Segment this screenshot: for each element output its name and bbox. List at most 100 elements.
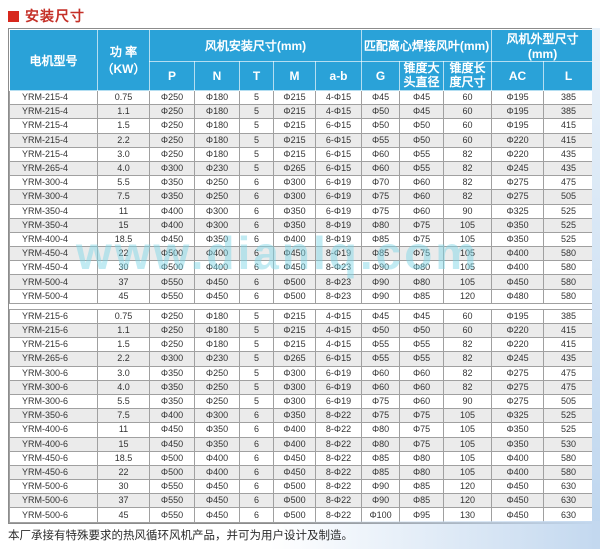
header-sub-row: P N T M a-b G 锥度大 头直径 锥度长 度尺寸 AC L xyxy=(10,61,595,91)
col-header-cone-big-dia: 锥度大 头直径 xyxy=(399,61,445,91)
cell-power: 1.5 xyxy=(97,337,150,353)
cell-p: Φ250 xyxy=(149,322,195,339)
cell-n: Φ250 xyxy=(194,393,240,410)
cell-ac: Φ220 xyxy=(491,322,545,339)
cell-m: Φ215 xyxy=(273,146,316,162)
cell-t: 6 xyxy=(239,450,274,466)
table-row: YRM-350-4 11 Φ400 Φ300 6 Φ350 6-Φ19 Φ75 Φ60 90 Φ32… xyxy=(9,203,595,219)
cell-a-b: 4-Φ15 xyxy=(314,337,363,353)
cell-cone-big-dia: Φ50 xyxy=(399,118,445,134)
cell-a-b: 8-Φ22 xyxy=(314,450,363,466)
cell-ac: Φ220 xyxy=(491,132,545,148)
cell-power: 0.75 xyxy=(97,308,150,325)
cell-t: 6 xyxy=(239,260,274,276)
table-row: YRM-350-4 15 Φ400 Φ300 6 Φ350 8-Φ19 Φ80 Φ75 105 Φ3… xyxy=(9,217,595,233)
cell-p: Φ550 xyxy=(149,507,195,523)
table-row: YRM-450-6 22 Φ500 Φ400 6 Φ450 8-Φ22 Φ85 Φ80 105 Φ4… xyxy=(9,464,595,481)
cell-a-b: 6-Φ19 xyxy=(314,365,363,381)
cell-ac: Φ450 xyxy=(491,274,545,290)
cell-g: Φ90 xyxy=(361,479,401,495)
cell-l: 415 xyxy=(543,132,595,148)
cell-m: Φ450 xyxy=(273,464,316,481)
cell-cone-length: 120 xyxy=(443,479,493,495)
cell-model: YRM-500-6 xyxy=(9,479,98,495)
cell-p: Φ550 xyxy=(149,274,195,290)
col-header-l: L xyxy=(543,61,595,91)
cell-cone-big-dia: Φ85 xyxy=(399,493,445,509)
cell-p: Φ400 xyxy=(149,203,195,219)
cell-m: Φ500 xyxy=(273,479,316,495)
cell-p: Φ450 xyxy=(149,231,195,248)
cell-model: YRM-500-6 xyxy=(9,507,98,523)
cell-l: 530 xyxy=(543,436,595,452)
cell-a-b: 8-Φ22 xyxy=(314,493,363,509)
cell-model: YRM-400-4 xyxy=(9,231,98,248)
cell-model: YRM-450-6 xyxy=(9,450,98,466)
cell-ac: Φ400 xyxy=(491,260,545,276)
cell-ac: Φ350 xyxy=(491,436,545,452)
cell-m: Φ450 xyxy=(273,246,316,262)
cell-ac: Φ275 xyxy=(491,175,545,191)
cell-power: 11 xyxy=(97,422,150,438)
cell-model: YRM-300-6 xyxy=(9,379,98,395)
cell-power: 2.2 xyxy=(97,351,150,367)
spec-table: 电机型号 功 率 （KW） 风机安装尺寸(mm) 匹配离心焊接风叶(mm) 风机… xyxy=(9,29,595,523)
cell-m: Φ215 xyxy=(273,308,316,325)
table-row: YRM-500-4 45 Φ550 Φ450 6 Φ500 8-Φ23 Φ90 Φ85 120 Φ4… xyxy=(9,288,595,304)
table-row: YRM-450-4 22 Φ500 Φ400 6 Φ450 8-Φ19 Φ85 Φ75 105 Φ4… xyxy=(9,246,595,262)
cell-g: Φ85 xyxy=(361,246,401,262)
cell-m: Φ215 xyxy=(273,118,316,134)
cell-l: 385 xyxy=(543,89,595,106)
cell-cone-length: 60 xyxy=(443,322,493,339)
section-title: 安装尺寸 xyxy=(8,6,85,26)
cell-power: 2.2 xyxy=(97,132,150,148)
cell-a-b: 6-Φ15 xyxy=(314,132,363,148)
cell-n: Φ350 xyxy=(194,422,240,438)
cell-ac: Φ220 xyxy=(491,146,545,162)
cell-l: 435 xyxy=(543,160,595,177)
cell-m: Φ450 xyxy=(273,260,316,276)
col-header-n: N xyxy=(194,61,240,91)
cell-t: 5 xyxy=(239,146,274,162)
cell-l: 415 xyxy=(543,118,595,134)
cell-a-b: 8-Φ23 xyxy=(314,288,363,304)
cell-cone-length: 90 xyxy=(443,203,493,219)
cell-cone-length: 82 xyxy=(443,160,493,177)
cell-power: 18.5 xyxy=(97,231,150,248)
page-edge-tint-right xyxy=(592,28,600,549)
cell-l: 525 xyxy=(543,217,595,233)
cell-model: YRM-300-4 xyxy=(9,175,98,191)
cell-power: 7.5 xyxy=(97,408,150,424)
cell-cone-big-dia: Φ45 xyxy=(399,308,445,325)
cell-model: YRM-215-6 xyxy=(9,308,98,325)
cell-l: 580 xyxy=(543,464,595,481)
cell-g: Φ70 xyxy=(361,175,401,191)
cell-g: Φ60 xyxy=(361,160,401,177)
cell-g: Φ85 xyxy=(361,464,401,481)
spec-table-header: 电机型号 功 率 （KW） 风机安装尺寸(mm) 匹配离心焊接风叶(mm) 风机… xyxy=(9,29,595,91)
cell-ac: Φ400 xyxy=(491,246,545,262)
cell-m: Φ400 xyxy=(273,231,316,248)
cell-g: Φ90 xyxy=(361,493,401,509)
cell-ac: Φ220 xyxy=(491,337,545,353)
cell-l: 630 xyxy=(543,493,595,509)
cell-model: YRM-350-6 xyxy=(9,408,98,424)
cell-a-b: 6-Φ19 xyxy=(314,393,363,410)
table-row: YRM-500-6 30 Φ550 Φ450 6 Φ500 8-Φ22 Φ90 Φ85 120 Φ4… xyxy=(9,479,595,495)
cell-power: 15 xyxy=(97,217,150,233)
table-row: YRM-400-4 18.5 Φ450 Φ350 6 Φ400 8-Φ19 Φ85 Φ75 105… xyxy=(9,231,595,248)
cell-g: Φ85 xyxy=(361,450,401,466)
cell-l: 525 xyxy=(543,422,595,438)
cell-n: Φ180 xyxy=(194,146,240,162)
col-header-power: 功 率 （KW） xyxy=(97,29,150,91)
cell-g: Φ50 xyxy=(361,322,401,339)
cell-model: YRM-500-6 xyxy=(9,493,98,509)
cell-t: 6 xyxy=(239,274,274,290)
cell-l: 630 xyxy=(543,507,595,523)
cell-t: 6 xyxy=(239,436,274,452)
cell-m: Φ400 xyxy=(273,436,316,452)
col-header-p: P xyxy=(149,61,195,91)
cell-t: 5 xyxy=(239,160,274,177)
cell-a-b: 8-Φ19 xyxy=(314,217,363,233)
col-header-a-b: a-b xyxy=(314,61,363,91)
